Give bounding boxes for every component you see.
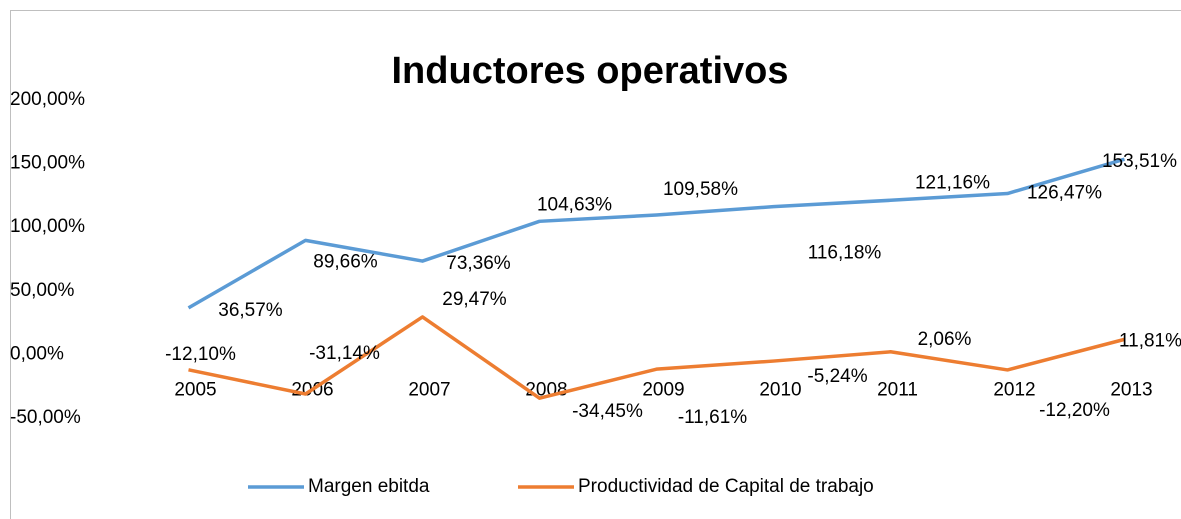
legend-label: Productividad de Capital de trabajo [578,476,874,497]
series-line [187,157,1125,310]
legend-label: Margen ebitda [308,476,430,497]
x-tick-label: 2010 [759,379,801,400]
data-label: -11,61% [678,407,747,428]
y-tick-label: 100,00% [10,216,85,237]
data-label: 11,81% [1119,330,1181,351]
y-tick-label: -50,00% [10,407,81,428]
x-tick-label: 2009 [642,379,684,400]
chart-title: Inductores operativos [392,50,789,92]
data-label: 29,47% [442,289,507,310]
data-label: 89,66% [313,251,378,272]
data-label: -12,10% [165,344,236,365]
x-tick-label: 2005 [174,379,216,400]
data-label: 121,16% [915,172,990,193]
x-tick-label: 2012 [993,379,1035,400]
y-tick-label: 0,00% [10,343,64,364]
y-tick-label: 50,00% [10,280,75,301]
data-label: 36,57% [218,300,283,321]
data-label: -31,14% [309,343,380,364]
data-label: -12,20% [1039,400,1110,421]
data-label: 153,51% [1102,151,1177,172]
data-label: -5,24% [807,366,867,387]
x-tick-label: 2011 [877,379,918,400]
data-label: 126,47% [1027,183,1102,204]
y-tick-label: 200,00% [10,89,85,110]
data-label: 116,18% [808,243,882,264]
x-tick-label: 2013 [1110,379,1152,400]
series-line [188,315,1125,400]
chart-border [10,10,1181,519]
data-label: 73,36% [446,253,511,274]
data-label: 104,63% [537,194,612,215]
data-label: 2,06% [918,329,972,350]
data-label: 109,58% [663,179,738,200]
data-label: -34,45% [572,401,643,422]
y-tick-label: 150,00% [10,153,85,174]
x-tick-label: 2007 [408,379,450,400]
